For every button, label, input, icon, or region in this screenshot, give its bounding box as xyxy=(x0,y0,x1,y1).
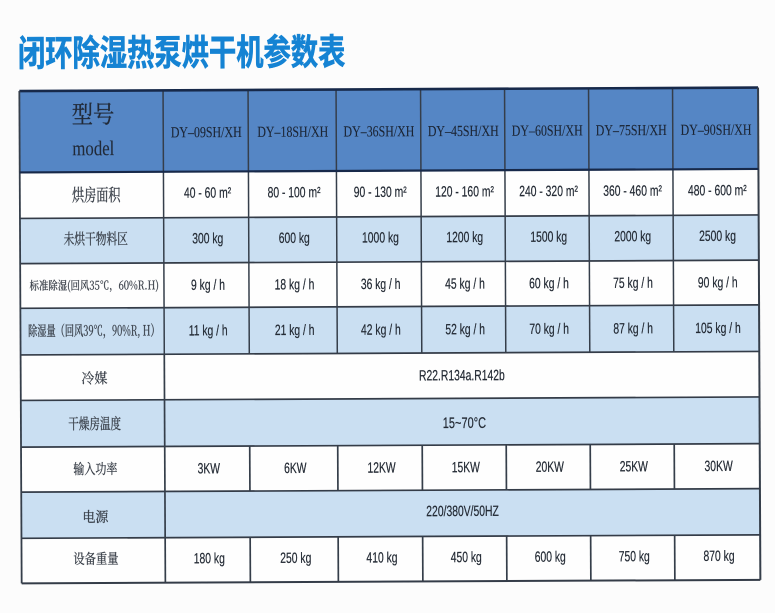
svg-text:DY–18SH/XH: DY–18SH/XH xyxy=(257,123,328,140)
svg-text:21 kg / h: 21 kg / h xyxy=(275,321,315,339)
svg-text:600 kg: 600 kg xyxy=(535,548,566,566)
svg-text:80 - 100 m²: 80 - 100 m² xyxy=(268,183,322,201)
svg-text:70 kg / h: 70 kg / h xyxy=(529,320,569,338)
svg-text:450 kg: 450 kg xyxy=(451,548,482,566)
svg-text:90 - 130 m²: 90 - 130 m² xyxy=(354,183,408,201)
svg-text:750 kg: 750 kg xyxy=(619,547,650,565)
svg-text:220/380V/50HZ: 220/380V/50HZ xyxy=(426,502,499,520)
svg-text:300 kg: 300 kg xyxy=(192,229,223,247)
svg-text:52 kg / h: 52 kg / h xyxy=(445,320,485,338)
svg-text:15~70°C: 15~70°C xyxy=(443,414,487,431)
svg-text:75 kg / h: 75 kg / h xyxy=(613,274,653,292)
svg-text:R22.R134a.R142b: R22.R134a.R142b xyxy=(419,366,505,384)
svg-text:DY–45SH/XH: DY–45SH/XH xyxy=(428,122,499,139)
svg-text:40 - 60 m²: 40 - 60 m² xyxy=(184,184,232,202)
svg-text:90 kg / h: 90 kg / h xyxy=(698,273,738,291)
svg-text:1500 kg: 1500 kg xyxy=(530,228,567,246)
svg-text:12KW: 12KW xyxy=(367,459,395,477)
svg-text:105 kg / h: 105 kg / h xyxy=(695,319,741,337)
svg-text:60 kg / h: 60 kg / h xyxy=(529,274,569,292)
svg-text:15KW: 15KW xyxy=(452,458,480,476)
svg-text:2000 kg: 2000 kg xyxy=(614,227,651,245)
svg-text:250 kg: 250 kg xyxy=(280,549,311,567)
svg-text:model: model xyxy=(72,137,114,160)
svg-text:120 - 160 m²: 120 - 160 m² xyxy=(435,182,494,200)
svg-text:480 - 600 m²: 480 - 600 m² xyxy=(688,181,747,199)
svg-text:1200 kg: 1200 kg xyxy=(446,228,483,246)
svg-text:600 kg: 600 kg xyxy=(279,229,310,247)
svg-text:36 kg / h: 36 kg / h xyxy=(361,275,401,293)
svg-text:1000 kg: 1000 kg xyxy=(362,228,399,246)
svg-text:20KW: 20KW xyxy=(536,458,564,476)
svg-text:30KW: 30KW xyxy=(704,457,732,475)
svg-text:DY–90SH/XH: DY–90SH/XH xyxy=(681,121,752,138)
svg-text:DY–09SH/XH: DY–09SH/XH xyxy=(171,124,242,141)
svg-text:2500 kg: 2500 kg xyxy=(699,227,736,245)
svg-text:3KW: 3KW xyxy=(198,459,221,476)
svg-text:870 kg: 870 kg xyxy=(703,547,734,565)
svg-text:240 - 320 m²: 240 - 320 m² xyxy=(519,182,578,200)
svg-text:180 kg: 180 kg xyxy=(194,549,225,567)
svg-text:9 kg / h: 9 kg / h xyxy=(191,276,225,294)
svg-text:18 kg / h: 18 kg / h xyxy=(275,275,315,293)
svg-text:11 kg / h: 11 kg / h xyxy=(189,321,228,339)
svg-text:DY–75SH/XH: DY–75SH/XH xyxy=(596,122,667,139)
svg-text:410 kg: 410 kg xyxy=(366,548,397,566)
svg-text:360 - 460 m²: 360 - 460 m² xyxy=(603,182,662,200)
svg-text:DY–36SH/XH: DY–36SH/XH xyxy=(343,123,414,140)
svg-text:45 kg / h: 45 kg / h xyxy=(445,275,485,293)
svg-text:42 kg / h: 42 kg / h xyxy=(361,321,401,339)
svg-text:DY–60SH/XH: DY–60SH/XH xyxy=(512,122,583,139)
svg-text:25KW: 25KW xyxy=(620,457,648,475)
svg-text:87 kg / h: 87 kg / h xyxy=(613,319,653,337)
svg-text:6KW: 6KW xyxy=(284,459,307,476)
